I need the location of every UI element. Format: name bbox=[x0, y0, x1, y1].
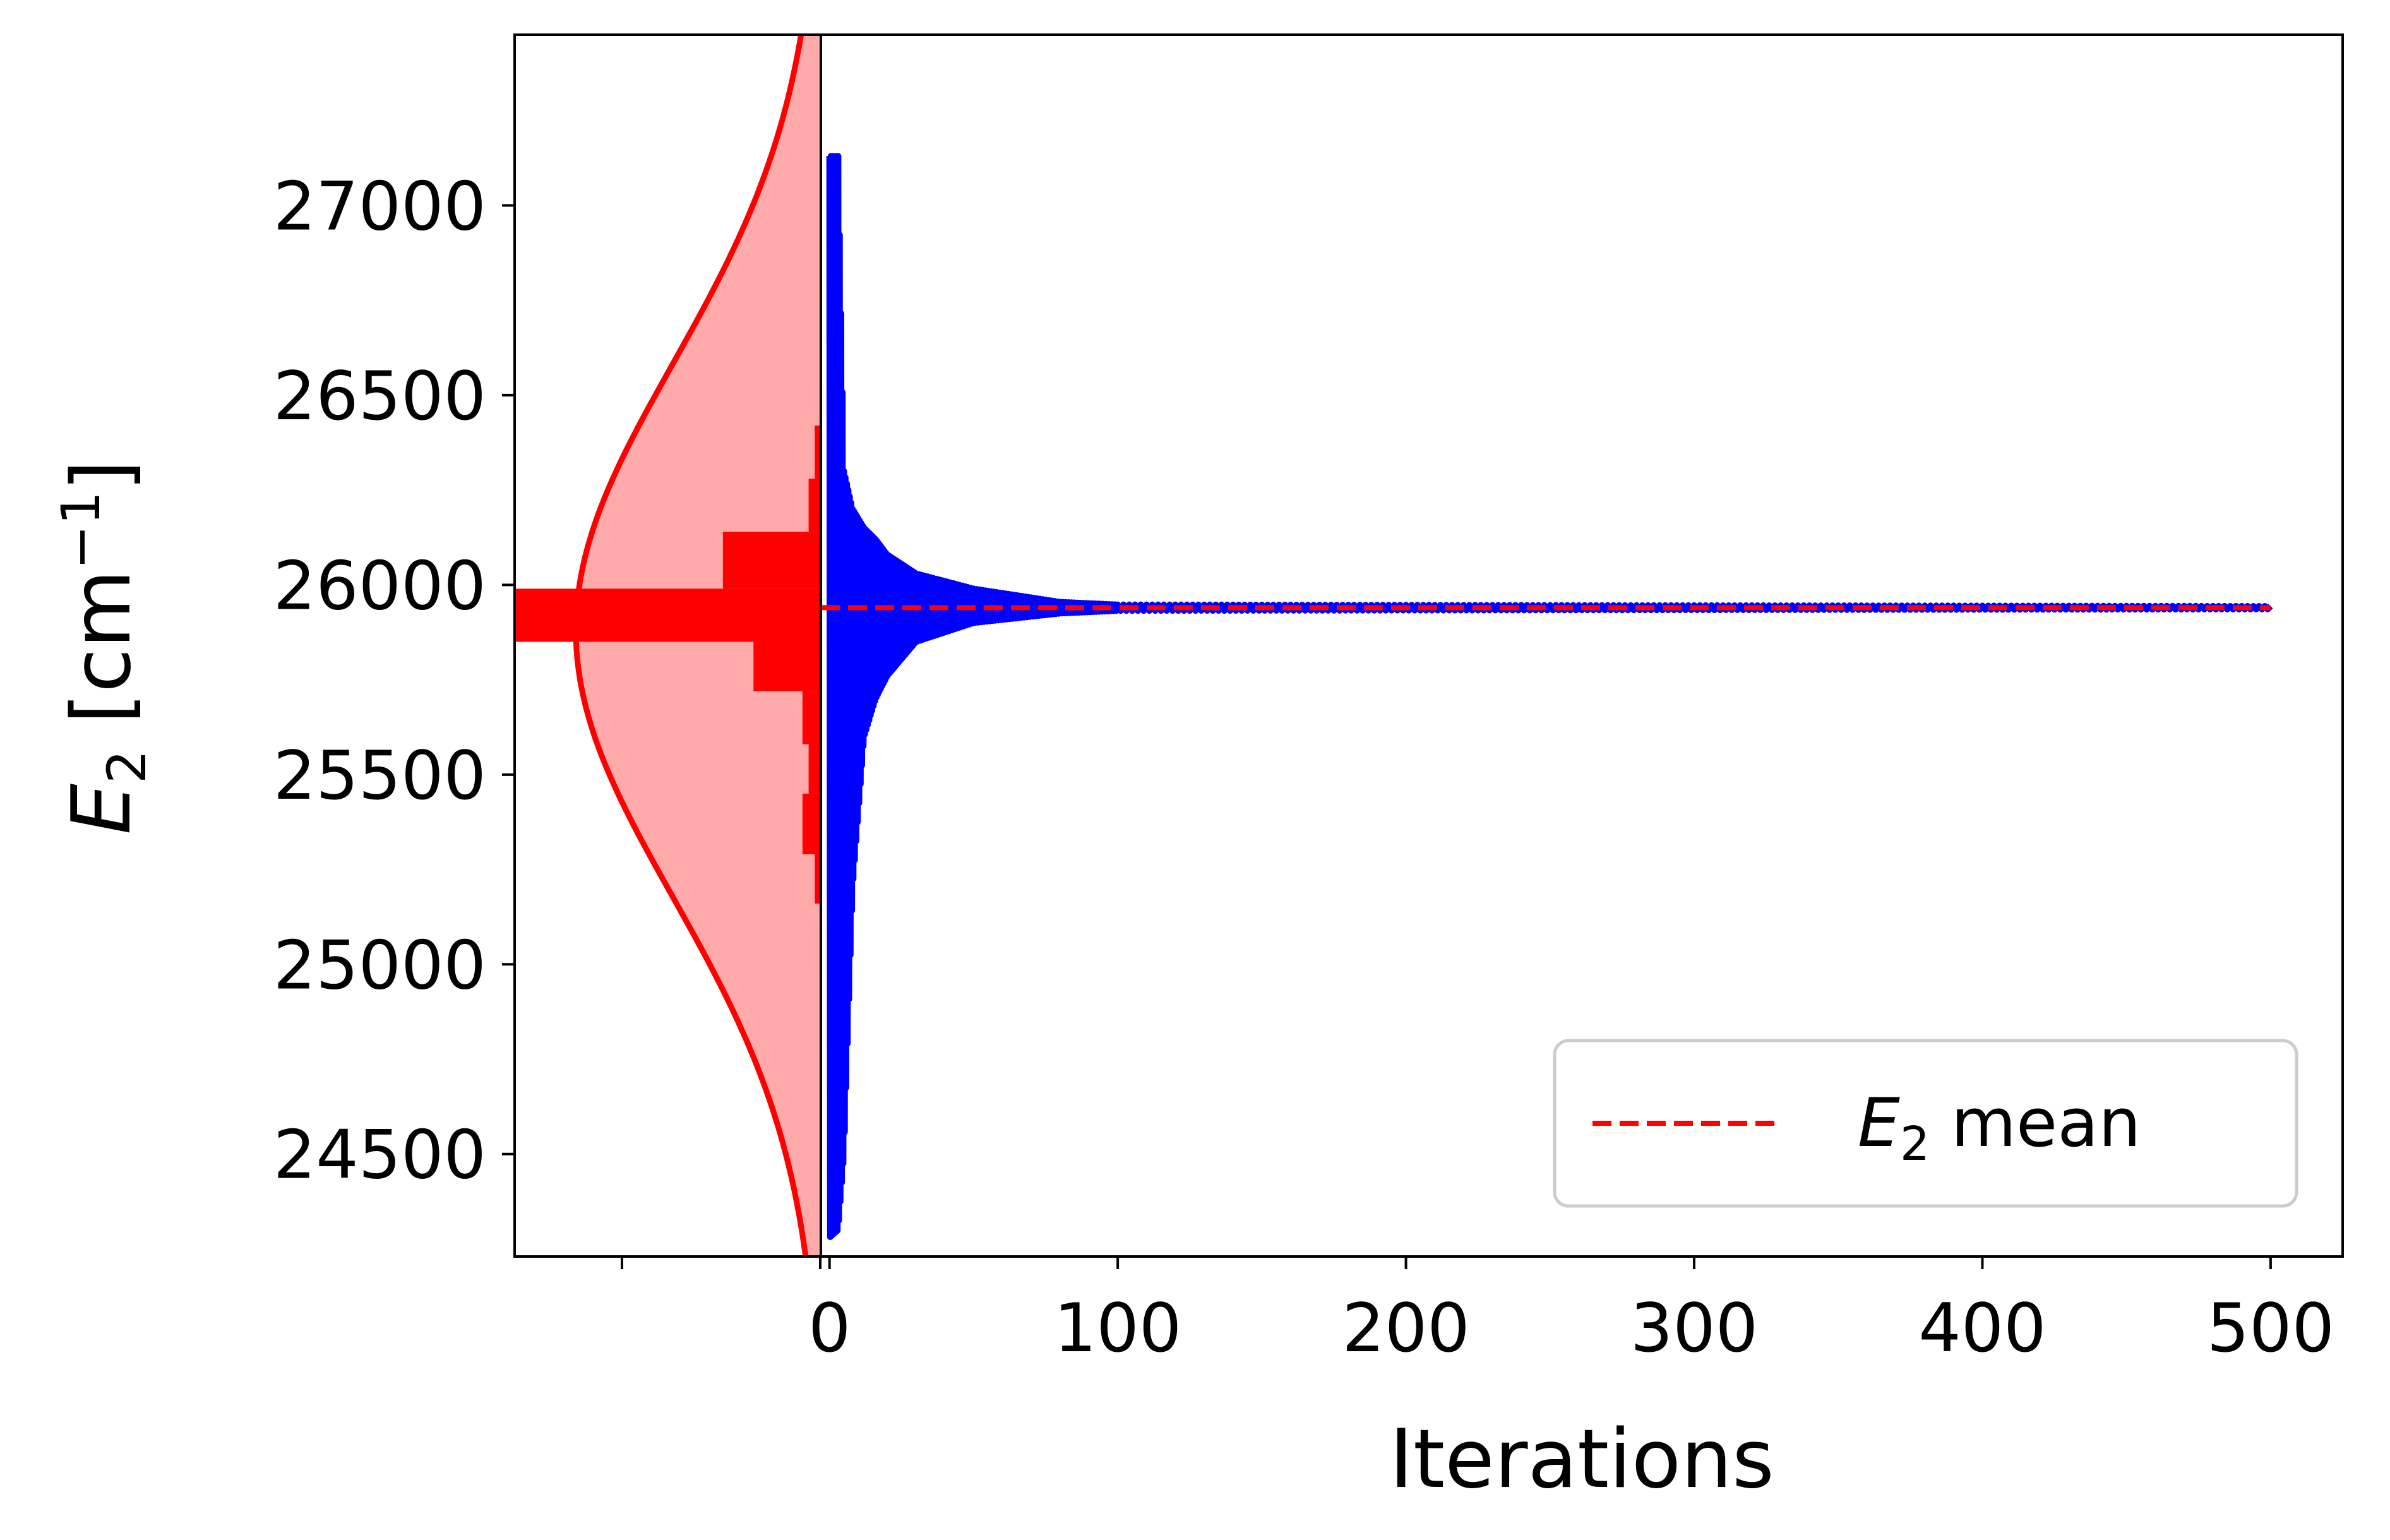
histogram-bar bbox=[802, 793, 821, 855]
histogram-bar bbox=[802, 691, 821, 744]
plot-frame bbox=[820, 33, 2344, 1258]
histogram-bar bbox=[808, 744, 821, 794]
x-axis-label: Iterations bbox=[1389, 1412, 1774, 1507]
marginal-panel bbox=[513, 33, 822, 1269]
kde-line bbox=[573, 35, 809, 1256]
y-label-close: ] bbox=[55, 460, 149, 491]
histogram-bar bbox=[753, 642, 821, 691]
y-tick-label: 26000 bbox=[273, 547, 486, 624]
y-label-unit: [cm bbox=[55, 570, 149, 750]
histogram-bar bbox=[815, 425, 821, 479]
y-tick-label: 25500 bbox=[273, 737, 486, 815]
trace-line bbox=[826, 153, 2273, 1240]
y-axis-label: E2 [cm−1] bbox=[50, 460, 158, 835]
histogram-bar bbox=[722, 532, 821, 589]
y-axis: 24500 25000 25500 26000 26500 27000 bbox=[273, 167, 515, 1194]
histogram-bar bbox=[808, 479, 821, 532]
y-tick-label: 24500 bbox=[273, 1116, 486, 1194]
x-tick-label: 200 bbox=[1342, 1289, 1469, 1367]
y-label-subscript: 2 bbox=[96, 750, 158, 784]
trace-series bbox=[826, 153, 2273, 1240]
legend-frame bbox=[1553, 1039, 2298, 1208]
histogram-bar bbox=[815, 854, 821, 904]
y-tick-label: 27000 bbox=[273, 167, 486, 245]
y-tick-label: 26500 bbox=[273, 357, 486, 435]
histogram-bar bbox=[515, 588, 821, 642]
y-label-symbol: E bbox=[55, 784, 149, 835]
x-tick-label: 300 bbox=[1630, 1289, 1758, 1367]
x-axis: 0 100 200 300 400 500 bbox=[808, 1256, 2334, 1367]
x-tick-label: 400 bbox=[1918, 1289, 2046, 1367]
y-tick-label: 25000 bbox=[273, 926, 486, 1004]
y-label-exponent: −1 bbox=[50, 491, 112, 570]
kde-fill bbox=[576, 35, 821, 1256]
x-tick-label: 100 bbox=[1054, 1289, 1181, 1367]
legend-label: E2 mean bbox=[1858, 1084, 2141, 1171]
x-tick-label: 0 bbox=[808, 1289, 851, 1367]
x-tick-label: 500 bbox=[2207, 1289, 2334, 1367]
plot-area bbox=[820, 33, 2344, 1258]
legend: E2 mean bbox=[1553, 1039, 2298, 1208]
marginal-distribution bbox=[515, 35, 821, 1256]
